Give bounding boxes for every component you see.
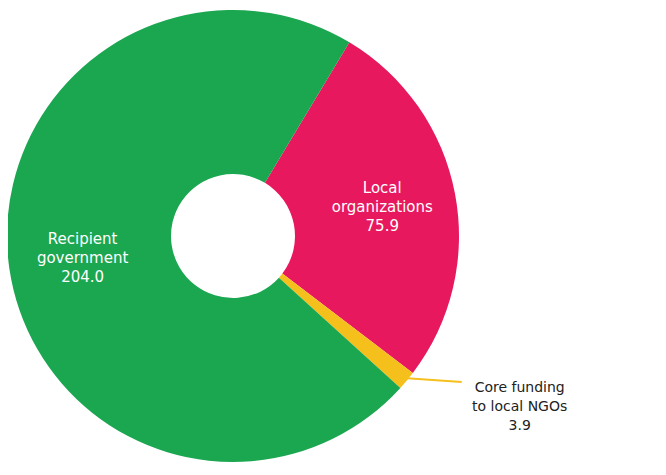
svg-text:Recipient: Recipient: [48, 230, 118, 248]
svg-text:75.9: 75.9: [366, 217, 399, 235]
svg-text:3.9: 3.9: [509, 417, 531, 433]
svg-text:Core funding: Core funding: [475, 379, 565, 395]
svg-text:organizations: organizations: [332, 198, 433, 216]
svg-text:to local NGOs: to local NGOs: [472, 398, 567, 414]
svg-text:204.0: 204.0: [61, 268, 104, 286]
svg-text:government: government: [37, 249, 129, 267]
svg-text:Local: Local: [363, 179, 402, 197]
